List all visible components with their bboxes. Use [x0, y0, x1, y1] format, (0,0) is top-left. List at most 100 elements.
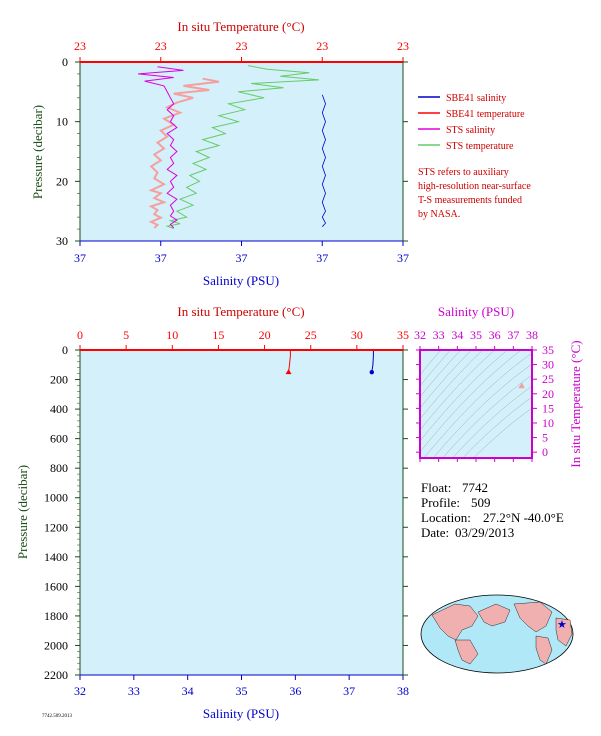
date-label: Date: — [421, 525, 449, 540]
full-profile-plot-area — [80, 350, 403, 675]
ts-density-contour — [423, 352, 532, 458]
ts-salinity-tick-label: 33 — [433, 328, 445, 342]
ts-temperature-tick-label: 35 — [542, 343, 554, 357]
top-panel-temperature-tick-label: 23 — [397, 39, 409, 53]
land-eurasia-west — [431, 603, 479, 641]
bottom-panel-temperature-tick-label: 30 — [351, 328, 363, 342]
bottom-panel-temperature-tick-label: 15 — [212, 328, 224, 342]
land-australia — [454, 639, 479, 665]
series-sts-salinity — [138, 66, 184, 229]
location-label: Location: — [421, 510, 471, 525]
ts-temperature-tick-label: 20 — [542, 387, 554, 401]
near-surface-plot-area — [80, 62, 403, 241]
bottom-panel-pressure-ticks: 0 200 400 600 800 1000 1200 1400 1600 1800 2000 220… — [44, 343, 408, 682]
ts-salinity-tick-label: 34 — [451, 328, 463, 342]
bottom-panel-pressure-tick-label: 400 — [50, 402, 68, 416]
bottom-panel-salinity-tick-label: 35 — [236, 684, 248, 698]
land-asia — [477, 603, 511, 627]
bottom-panel-pressure-axis-label: Pressure (decibar) — [15, 465, 30, 559]
top-panel-temperature-axis-label: In situ Temperature (°C) — [177, 19, 304, 34]
bottom-panel-salinity-tick-label: 36 — [289, 684, 301, 698]
ts-salinity-tick-label: 32 — [414, 328, 426, 342]
top-panel-temperature-ticks: 23 23 23 23 23 — [74, 39, 409, 62]
top-panel-pressure-axis-label: Pressure (decibar) — [30, 105, 45, 199]
top-panel-pressure-ticks: 0 10 20 30 — [56, 55, 408, 248]
bottom-panel-pressure-tick-label: 200 — [50, 373, 68, 387]
top-panel-pressure-tick-label: 20 — [56, 174, 68, 188]
bottom-panel-temperature-tick-label: 35 — [397, 328, 409, 342]
ts-temperature-axis-label: In situ Temperature (°C) — [568, 340, 583, 467]
ts-temperature-tick-label: 0 — [542, 445, 548, 459]
bottom-panel-salinity-ticks: 32 33 34 35 36 37 38 — [74, 674, 409, 698]
ts-salinity-ticks: 32 33 34 35 36 37 38 — [414, 328, 538, 462]
top-panel-salinity-tick-label: 37 — [74, 251, 86, 265]
top-panel-salinity-tick-label: 37 — [397, 251, 409, 265]
bottom-panel-temperature-axis-label: In situ Temperature (°C) — [177, 304, 304, 319]
ts-density-contour — [420, 350, 484, 420]
ts-density-contour — [452, 385, 532, 458]
ts-salinity-axis-label: Salinity (PSU) — [438, 304, 514, 319]
footer-text: 7742.509.2013 — [42, 714, 73, 719]
float-info: Float: 7742 Profile: 509 Location: 27.2°… — [421, 480, 564, 540]
ts-temperature-tick-label: 5 — [542, 431, 548, 445]
ts-salinity-tick-label: 35 — [470, 328, 482, 342]
top-panel-pressure-tick-label: 10 — [56, 115, 68, 129]
ts-density-contour — [462, 396, 532, 458]
ts-density-contour — [420, 350, 472, 409]
bottom-panel-pressure-tick-label: 1800 — [44, 609, 68, 623]
bottom-panel-series — [285, 350, 374, 375]
ts-diagram: Salinity (PSU) 32 33 34 35 36 37 38 0510152025… — [414, 304, 583, 468]
ts-density-contour — [442, 374, 532, 458]
series-sbe41-temperature-end-marker — [285, 369, 292, 375]
legend-sbe41-temperature: SBE41 temperature — [446, 109, 525, 120]
bottom-panel-pressure-tick-label: 2000 — [44, 638, 68, 652]
bottom-panel-pressure-tick-label: 1600 — [44, 579, 68, 593]
ts-density-contour — [420, 350, 442, 376]
ts-salinity-tick-label: 38 — [526, 328, 538, 342]
top-panel-temperature-tick-label: 23 — [155, 39, 167, 53]
bottom-panel-pressure-tick-label: 0 — [62, 343, 68, 357]
ts-density-contour — [420, 350, 451, 387]
bottom-panel-pressure-tick-label: 1000 — [44, 491, 68, 505]
sts-note-line-4: by NASA. — [418, 209, 460, 220]
top-panel-salinity-tick-label: 37 — [155, 251, 167, 265]
date-value: 03/29/2013 — [455, 525, 514, 540]
series-sbe41-salinity — [321, 94, 326, 227]
top-panel-pressure-tick-label: 30 — [56, 234, 68, 248]
top-panel-temperature-tick-label: 23 — [74, 39, 86, 53]
top-panel-salinity-tick-label: 37 — [316, 251, 328, 265]
legend-sts-temperature: STS temperature — [446, 141, 514, 152]
bottom-panel-temperature-tick-label: 25 — [305, 328, 317, 342]
bottom-panel-pressure-tick-label: 1400 — [44, 550, 68, 564]
top-panel-salinity-ticks: 37 37 37 37 37 — [74, 240, 409, 265]
ts-temperature-tick-label: 15 — [542, 401, 554, 415]
ts-density-contours — [420, 350, 532, 458]
bottom-panel-temperature-tick-label: 10 — [166, 328, 178, 342]
land-north-america — [513, 601, 553, 633]
bottom-panel-pressure-tick-label: 600 — [50, 432, 68, 446]
land-south-america — [535, 635, 553, 665]
float-label: Float: — [421, 480, 451, 495]
bottom-panel-pressure-tick-label: 2200 — [44, 668, 68, 682]
world-map: ★ — [420, 594, 574, 674]
bottom-panel-temperature-tick-label: 20 — [259, 328, 271, 342]
ts-temperature-tick-label: 30 — [542, 358, 554, 372]
bottom-panel-pressure-tick-label: 1200 — [44, 520, 68, 534]
bottom-panel-pressure-tick-label: 800 — [50, 461, 68, 475]
ts-point — [518, 383, 525, 389]
ts-density-contour — [420, 350, 508, 442]
top-panel-temperature-tick-label: 23 — [316, 39, 328, 53]
sts-note-line-1: STS refers to auxiliary — [418, 167, 509, 178]
ts-density-contour — [420, 350, 462, 398]
float-value: 7742 — [462, 480, 488, 495]
ts-density-contour — [420, 350, 522, 453]
ts-density-contour — [473, 407, 532, 458]
top-panel-salinity-axis-label: Salinity (PSU) — [203, 273, 279, 288]
legend-sbe41-salinity: SBE41 salinity — [446, 93, 506, 104]
top-panel-temperature-tick-label: 23 — [236, 39, 248, 53]
top-panel-pressure-tick-label: 0 — [62, 55, 68, 69]
series-sbe41-temperature — [288, 350, 291, 373]
profile-label: Profile: — [421, 495, 460, 510]
ts-salinity-tick-label: 37 — [507, 328, 519, 342]
